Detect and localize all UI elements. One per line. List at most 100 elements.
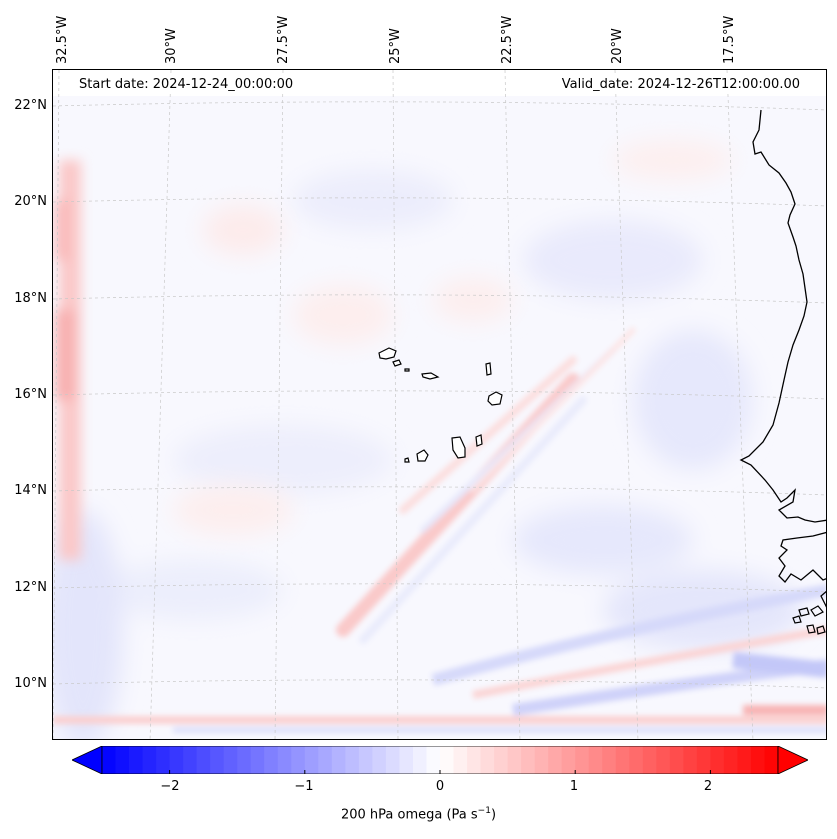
- west-africa-coastline: [739, 109, 826, 523]
- lon-label-30W: 30°W: [164, 28, 179, 64]
- colorbar-title: 200 hPa omega (Pa s−1): [340, 806, 497, 823]
- weak-ascent-patches: [173, 140, 733, 535]
- colorbar-step: [385, 746, 400, 774]
- graticule: [53, 70, 826, 739]
- island-sao-nicolau: [421, 372, 440, 380]
- colorbar-step: [750, 746, 765, 774]
- island-maio: [475, 434, 483, 447]
- colorbar-step: [683, 746, 698, 774]
- lon-label-17.5W: 17.5°W: [722, 15, 737, 64]
- colorbar-step: [129, 746, 144, 774]
- colorbar-step: [561, 746, 576, 774]
- colorbar-step: [115, 746, 130, 774]
- island-santiago: [451, 436, 466, 459]
- colorbar-tick-label: −2: [160, 779, 180, 794]
- colorbar-step: [264, 746, 279, 774]
- colorbar-step: [588, 746, 603, 774]
- colorbar-step: [723, 746, 738, 774]
- colorbar-step: [142, 746, 157, 774]
- colorbar-step: [318, 746, 333, 774]
- colorbar-step: [764, 746, 779, 774]
- island-santo-antao: [378, 347, 397, 360]
- lat-label-14N: 14°N: [14, 483, 47, 498]
- colorbar-step: [210, 746, 225, 774]
- colorbar-step: [534, 746, 549, 774]
- omega-field-map: [53, 70, 826, 739]
- colorbar-low-extend-arrow: [72, 746, 103, 774]
- colorbar-step: [453, 746, 468, 774]
- colorbar-step: [440, 746, 455, 774]
- lat-label-22N: 22°N: [14, 98, 47, 113]
- cape-verde-islands: [378, 347, 503, 463]
- island-santa-luzia: [404, 368, 410, 372]
- colorbar-step: [548, 746, 563, 774]
- island-boa-vista: [487, 391, 503, 406]
- colorbar-step: [183, 746, 198, 774]
- colorbar-step: [575, 746, 590, 774]
- colorbar-step: [304, 746, 319, 774]
- colorbar-step: [426, 746, 441, 774]
- start-date-label: Start date: 2024-12-24_00:00:00: [75, 76, 298, 93]
- colorbar-step: [602, 746, 617, 774]
- southern-zonal-bands: [53, 584, 826, 733]
- island-sal: [485, 362, 492, 376]
- colorbar-step: [521, 746, 536, 774]
- colorbar-step: [629, 746, 644, 774]
- colorbar-step: [237, 746, 252, 774]
- colorbar-step: [372, 746, 387, 774]
- colorbar-step: [196, 746, 211, 774]
- colorbar-step: [102, 746, 117, 774]
- guinea-bissau-islands: [792, 605, 826, 635]
- colorbar-step: [156, 746, 171, 774]
- colorbar-step: [358, 746, 373, 774]
- colorbar-high-extend-arrow: [777, 746, 808, 774]
- colorbar-step: [642, 746, 657, 774]
- colorbar-step: [169, 746, 184, 774]
- lon-label-25W: 25°W: [388, 28, 403, 64]
- guinea-bissau-coast: [820, 590, 826, 608]
- colorbar-step: [412, 746, 427, 774]
- lat-label-16N: 16°N: [14, 387, 47, 402]
- lon-label-27.5W: 27.5°W: [276, 15, 291, 64]
- colorbar-step: [480, 746, 495, 774]
- colorbar-step: [494, 746, 509, 774]
- colorbar-ticks: [169, 770, 711, 774]
- colorbar-step: [737, 746, 752, 774]
- colorbar-tick-label: −1: [294, 779, 314, 794]
- colorbar-step: [710, 746, 725, 774]
- lon-label-20W: 20°W: [610, 28, 625, 64]
- colorbar-step: [345, 746, 360, 774]
- colorbar-tick-label: 0: [435, 779, 445, 794]
- colorbar-step: [399, 746, 414, 774]
- island-sao-vicente: [392, 359, 402, 367]
- lat-label-12N: 12°N: [14, 580, 47, 595]
- island-fogo: [416, 449, 429, 462]
- lon-label-22.5W: 22.5°W: [500, 15, 515, 64]
- lat-label-10N: 10°N: [14, 676, 47, 691]
- colorbar: [72, 746, 808, 774]
- lat-label-18N: 18°N: [14, 291, 47, 306]
- diagonal-wave-streaks: [336, 327, 636, 644]
- lat-label-20N: 20°N: [14, 194, 47, 209]
- valid-date-label: Valid_date: 2024-12-26T12:00:00.00: [557, 76, 804, 93]
- colorbar-step: [277, 746, 292, 774]
- island-brava: [404, 457, 410, 463]
- colorbar-step: [507, 746, 522, 774]
- colorbar-step: [696, 746, 711, 774]
- lon-label-32.5W: 32.5°W: [55, 15, 70, 64]
- colorbar-step: [331, 746, 346, 774]
- colorbar-step: [656, 746, 671, 774]
- colorbar-step: [250, 746, 265, 774]
- colorbar-tick-label: 2: [703, 779, 713, 794]
- colorbar-step: [669, 746, 684, 774]
- western-edge-band: [55, 160, 81, 560]
- colorbar-step: [291, 746, 306, 774]
- colorbar-tick-label: 1: [569, 779, 579, 794]
- gambia-casamance-coast: [778, 531, 826, 583]
- colorbar-step: [223, 746, 238, 774]
- map-panel[interactable]: Start date: 2024-12-24_00:00:00 Valid_da…: [52, 69, 827, 740]
- colorbar-step: [467, 746, 482, 774]
- colorbar-step: [615, 746, 630, 774]
- weak-subsidence-patches: [53, 170, 803, 739]
- colorbar-steps: [102, 746, 779, 774]
